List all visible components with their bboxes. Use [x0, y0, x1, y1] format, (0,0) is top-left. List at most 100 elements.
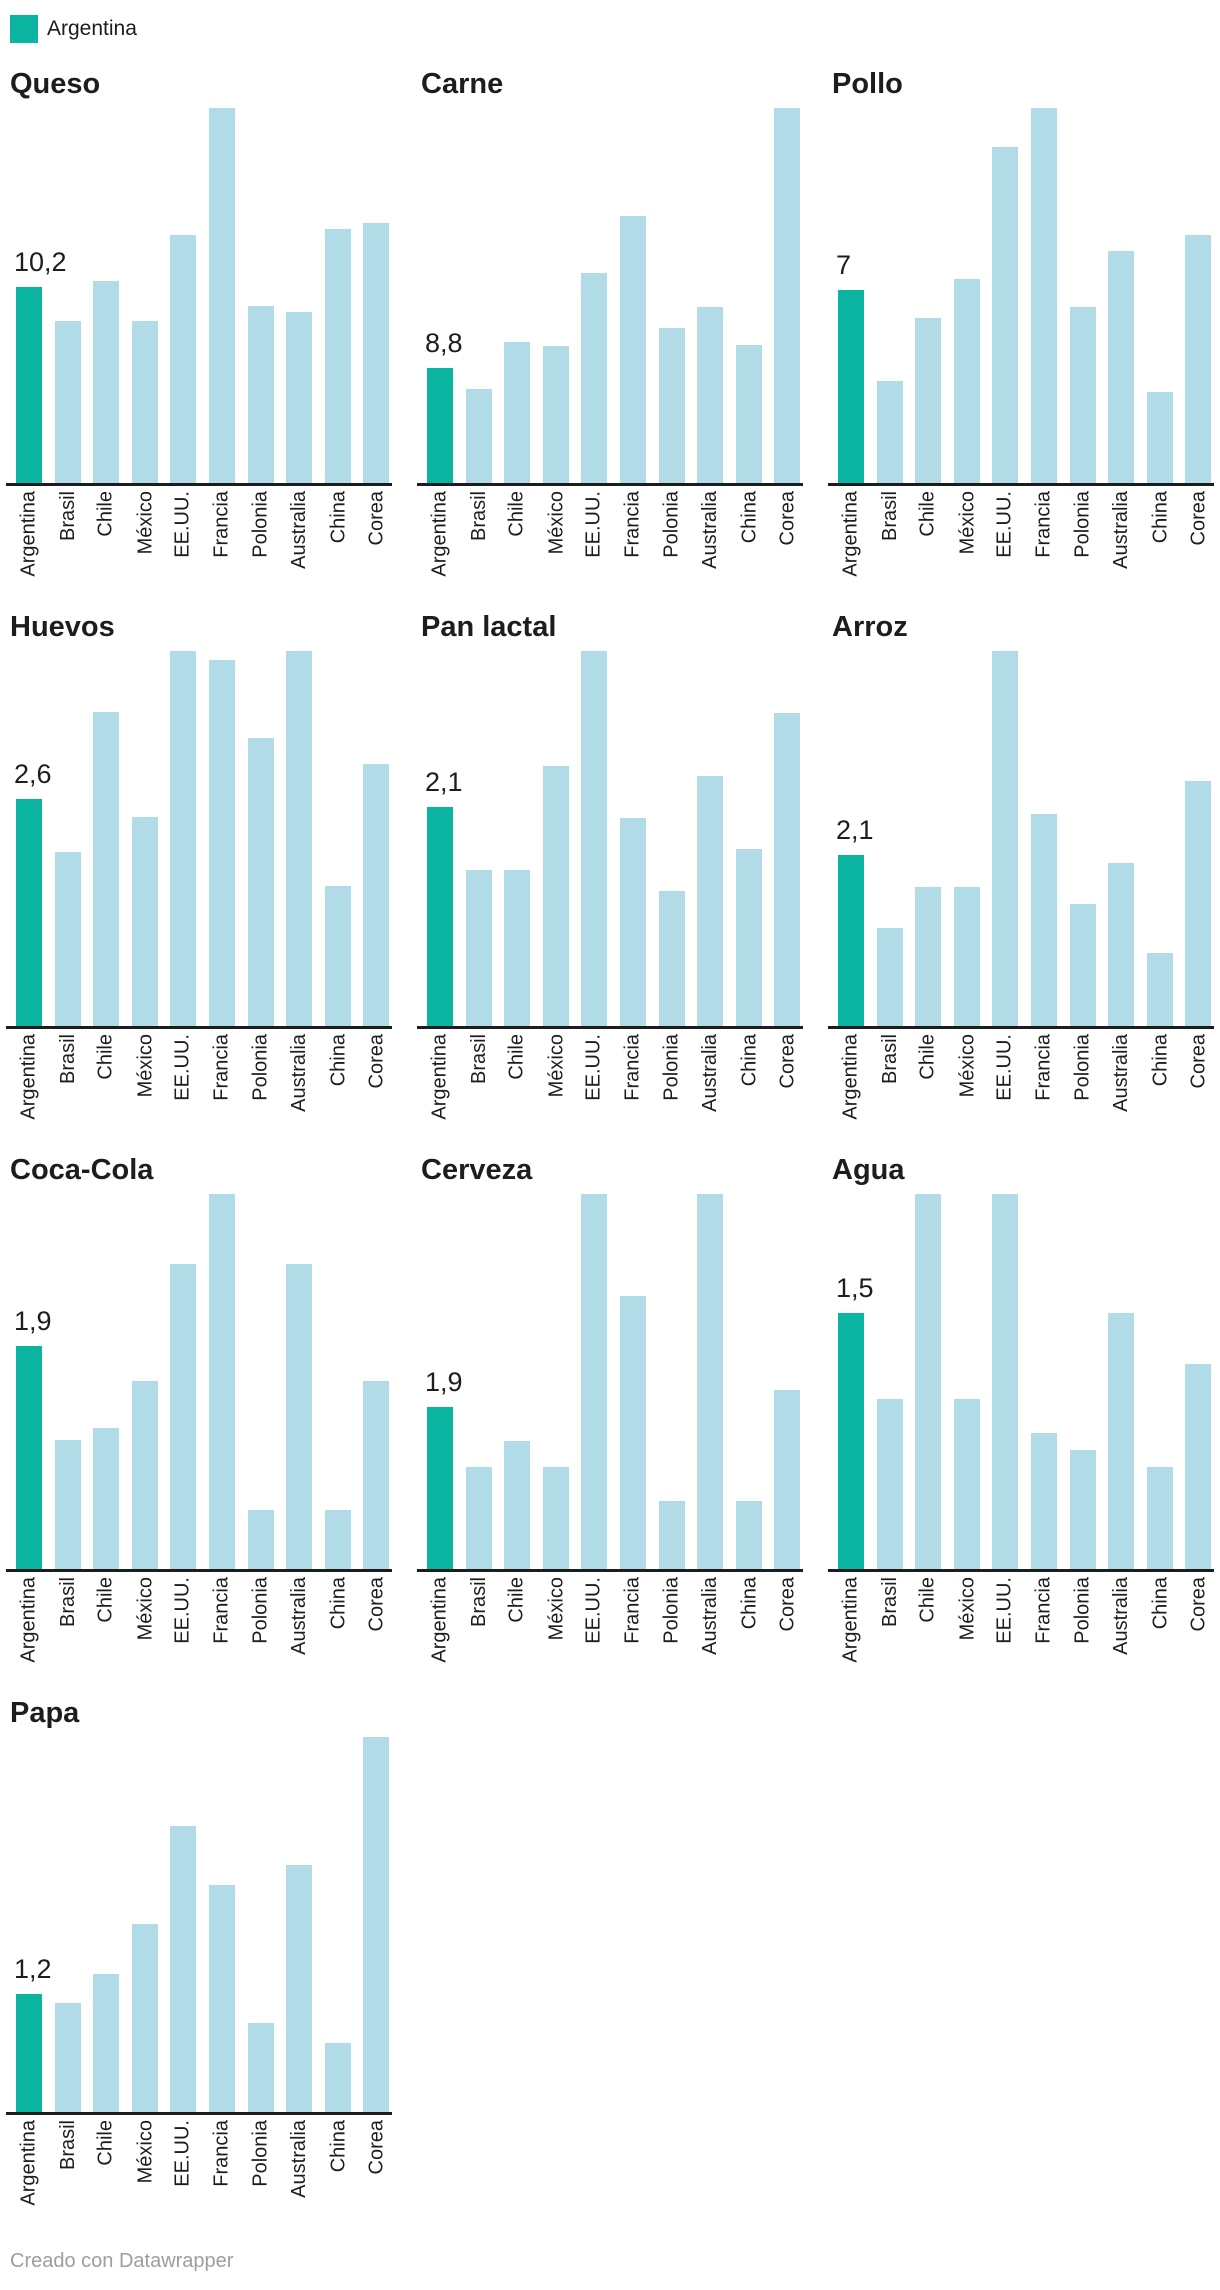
chart-title: Papa: [10, 1697, 80, 1729]
bar-francia: [209, 660, 235, 1026]
bar-china: [1147, 953, 1173, 1026]
x-axis-label: Argentina: [429, 1577, 451, 1663]
bar-australia: [286, 651, 312, 1026]
bar-china: [1147, 392, 1173, 483]
bar-polonia: [1070, 307, 1096, 483]
x-axis-label: China: [327, 1577, 349, 1630]
x-axis-label: EE.UU.: [994, 1577, 1016, 1644]
bar-mxico: [954, 1399, 980, 1569]
x-axis-label: Argentina: [18, 1034, 40, 1120]
x-axis-label: Polonia: [1072, 1577, 1094, 1644]
bar-chile: [93, 712, 119, 1026]
bar-mxico: [954, 887, 980, 1026]
chart-panel-queso: Queso Argentina 10,2 Brasil Chile México EE.UU…: [6, 70, 392, 595]
x-axis-label: China: [738, 491, 760, 544]
bar-chile: [504, 342, 530, 483]
x-axis-label: México: [134, 2120, 156, 2184]
x-axis-label: EE.UU.: [172, 491, 194, 558]
x-axis-label: Chile: [917, 491, 939, 537]
bar-francia: [209, 1194, 235, 1569]
chart-title: Queso: [10, 68, 101, 100]
x-axis-label: Francia: [622, 491, 644, 558]
x-axis-label: México: [134, 1034, 156, 1098]
bar-polonia: [659, 328, 685, 483]
x-axis-label: México: [545, 1034, 567, 1098]
bar-brasil: [877, 928, 903, 1026]
bar-eeuu: [992, 1194, 1018, 1569]
x-axis-label: Argentina: [429, 491, 451, 577]
bar-mxico: [954, 279, 980, 483]
x-axis-label: China: [738, 1577, 760, 1630]
bar-australia: [697, 776, 723, 1026]
bar-francia: [209, 1885, 235, 2112]
chart-title: Pollo: [832, 68, 903, 100]
small-multiples-grid: Queso Argentina 10,2 Brasil Chile México EE.UU…: [0, 70, 1220, 2224]
bar-mxico: [543, 766, 569, 1026]
chart-panel-agua: Agua Argentina 1,5 Brasil Chile México EE.UU. F…: [828, 1156, 1214, 1681]
x-axis-label: EE.UU.: [583, 1577, 605, 1644]
bar-china: [1147, 1467, 1173, 1569]
x-axis-label: Australia: [699, 491, 721, 569]
chart-title: Cerveza: [421, 1154, 533, 1186]
value-label-argentina: 2,6: [14, 759, 52, 789]
bar-eeuu: [170, 1264, 196, 1569]
legend-swatch-argentina: [10, 14, 38, 43]
chart-panel-pollo: Pollo Argentina 7 Brasil Chile México EE.UU. Fr…: [828, 70, 1214, 595]
bar-mxico: [132, 1381, 158, 1569]
bar-china: [736, 1501, 762, 1569]
bar-brasil: [877, 381, 903, 483]
x-axis-line: [828, 1026, 1214, 1029]
x-axis-label: Corea: [1187, 491, 1209, 546]
bar-polonia: [248, 2023, 274, 2112]
footer-credit: Creado con Datawrapper: [10, 2250, 234, 2272]
x-axis-label: Argentina: [18, 2120, 40, 2206]
x-axis-label: Polonia: [250, 491, 272, 558]
bar-australia: [286, 1264, 312, 1569]
x-axis-label: EE.UU.: [172, 1034, 194, 1101]
bar-polonia: [248, 306, 274, 483]
x-axis-label: Chile: [506, 491, 528, 537]
x-axis-label: Argentina: [840, 1577, 862, 1663]
x-axis-label: Corea: [776, 491, 798, 546]
x-axis-label: Chile: [95, 491, 117, 537]
x-axis-line: [6, 1026, 392, 1029]
x-axis-label: Francia: [211, 2120, 233, 2187]
x-axis-label: Australia: [288, 1034, 310, 1112]
x-axis-label: EE.UU.: [172, 1577, 194, 1644]
x-axis-label: Polonia: [250, 2120, 272, 2187]
chart-panel-papa: Papa Argentina 1,2 Brasil Chile México EE.UU. F…: [6, 1699, 392, 2224]
bar-francia: [209, 108, 235, 483]
bar-mxico: [132, 321, 158, 483]
x-axis-label: Argentina: [840, 1034, 862, 1120]
x-axis-label: Corea: [365, 1034, 387, 1089]
bar-eeuu: [992, 147, 1018, 483]
legend: Argentina: [10, 14, 1220, 43]
bar-china: [325, 2043, 351, 2112]
bar-eeuu: [581, 651, 607, 1026]
bar-eeuu: [170, 235, 196, 483]
bar-francia: [620, 818, 646, 1026]
x-axis-label: EE.UU.: [172, 2120, 194, 2187]
bar-argentina: [427, 807, 453, 1026]
bar-brasil: [55, 852, 81, 1026]
bar-corea: [363, 1737, 389, 2112]
chart-panel-carne: Carne Argentina 8,8 Brasil Chile México EE.UU.…: [417, 70, 803, 595]
x-axis-label: Argentina: [18, 1577, 40, 1663]
value-label-argentina: 8,8: [425, 328, 463, 358]
bar-brasil: [55, 1440, 81, 1569]
bar-australia: [1108, 863, 1134, 1026]
x-axis-label: Francia: [622, 1577, 644, 1644]
x-axis-label: Argentina: [18, 491, 40, 577]
bar-chile: [915, 318, 941, 483]
chart-panel-huevos: Huevos Argentina 2,6 Brasil Chile México EE.UU…: [6, 613, 392, 1138]
x-axis-label: México: [134, 1577, 156, 1641]
x-axis-label: Chile: [95, 2120, 117, 2166]
value-label-argentina: 1,9: [14, 1306, 52, 1336]
chart-title: Carne: [421, 68, 504, 100]
x-axis-label: Argentina: [840, 491, 862, 577]
bar-china: [325, 886, 351, 1026]
bar-china: [736, 345, 762, 483]
bar-brasil: [877, 1399, 903, 1569]
bar-corea: [1185, 1364, 1211, 1569]
x-axis-label: Brasil: [468, 1034, 490, 1085]
